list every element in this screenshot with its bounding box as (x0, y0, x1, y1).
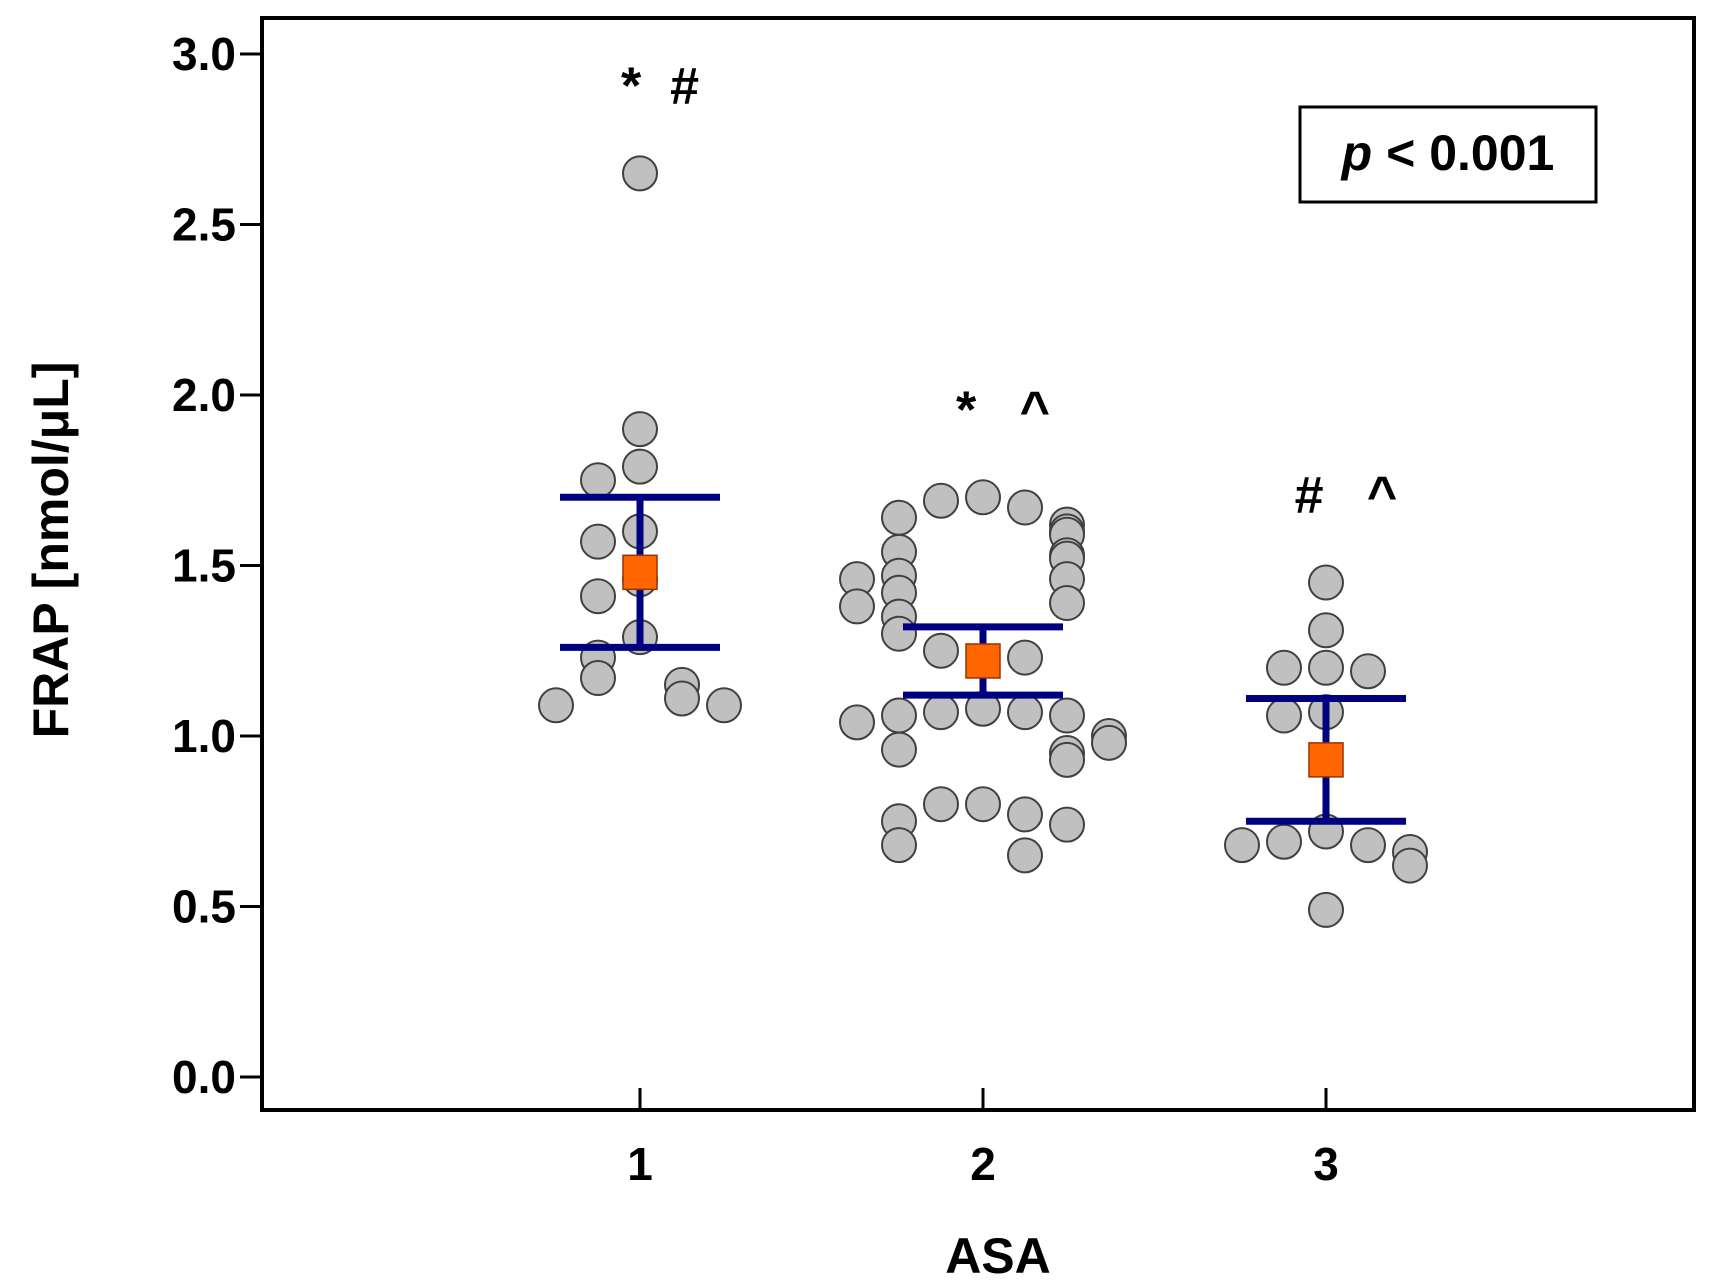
data-point (965, 479, 1001, 516)
data-point (923, 694, 959, 731)
data-point (622, 448, 658, 485)
data-point (1266, 649, 1302, 686)
data-point (881, 697, 917, 734)
y-axis-ticks: 0.0 0.5 1.0 1.5 2.0 2.5 3.0 (172, 28, 262, 1103)
data-point (1266, 697, 1302, 734)
x-axis-ticks: 1 2 3 (627, 1088, 1339, 1190)
data-point (1224, 827, 1260, 864)
y-tick-label: 2.5 (172, 199, 236, 251)
data-point (839, 704, 875, 741)
data-point (881, 615, 917, 652)
data-point (1007, 639, 1043, 676)
p-value-text: p < 0.001 (1340, 125, 1555, 181)
data-point (923, 786, 959, 823)
data-point (1308, 564, 1344, 601)
data-point (580, 462, 616, 499)
data-point (580, 578, 616, 615)
p-value-symbol: p (1340, 125, 1373, 181)
mean-marker (965, 643, 1001, 679)
y-tick-label: 1.0 (172, 710, 236, 762)
data-point (1308, 891, 1344, 928)
data-point (1350, 827, 1386, 864)
y-tick-label: 0.0 (172, 1051, 236, 1103)
mean-marker (1308, 742, 1344, 778)
data-point (839, 588, 875, 625)
data-point (1007, 796, 1043, 833)
data-point (1392, 847, 1428, 884)
data-point (538, 687, 574, 724)
y-tick-label: 2.0 (172, 369, 236, 421)
significance-labels: * # * ^ # ^ (621, 57, 1397, 524)
y-tick-label: 1.5 (172, 540, 236, 592)
data-point (664, 680, 700, 717)
data-point (1266, 823, 1302, 860)
data-point (1007, 694, 1043, 731)
p-value-box: p < 0.001 (1298, 105, 1598, 204)
data-point (1049, 806, 1085, 843)
data-point (1091, 724, 1127, 761)
data-point (881, 731, 917, 768)
data-point (622, 411, 658, 448)
data-point (1308, 649, 1344, 686)
data-point (881, 499, 917, 536)
p-value-frame (1298, 105, 1598, 204)
data-point (1007, 837, 1043, 874)
significance-label: * ^ (956, 381, 1050, 439)
data-point (1350, 653, 1386, 690)
data-point (1049, 741, 1085, 778)
data-point (1049, 697, 1085, 734)
y-tick-label: 0.5 (172, 881, 236, 933)
data-point (965, 786, 1001, 823)
mean-marker (622, 554, 658, 591)
data-point (580, 523, 616, 560)
y-axis-title: FRAP [nmol/μL] (23, 362, 79, 739)
p-value-rest: < 0.001 (1372, 125, 1554, 181)
data-point (622, 155, 658, 192)
significance-label: * # (621, 57, 699, 115)
data-point (1007, 489, 1043, 526)
data-point (580, 660, 616, 697)
data-points (538, 155, 1428, 928)
data-point (881, 827, 917, 864)
data-point (706, 687, 742, 724)
x-tick-label: 2 (970, 1138, 996, 1190)
mean-markers (622, 554, 1344, 778)
significance-label: # ^ (1295, 467, 1398, 525)
data-point (923, 482, 959, 519)
y-tick-label: 3.0 (172, 28, 236, 80)
x-tick-label: 3 (1313, 1138, 1339, 1190)
x-tick-label: 1 (627, 1138, 653, 1190)
data-point (923, 632, 959, 669)
data-point (1308, 612, 1344, 649)
x-axis-title: ASA (945, 1228, 1051, 1284)
data-point (1049, 585, 1085, 622)
error-bars (560, 493, 1406, 825)
